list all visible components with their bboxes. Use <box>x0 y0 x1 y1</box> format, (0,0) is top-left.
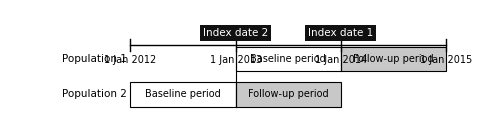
Text: 1 Jan 2015: 1 Jan 2015 <box>420 55 472 65</box>
Text: 1 Jan 2014: 1 Jan 2014 <box>315 55 367 65</box>
Text: Baseline period: Baseline period <box>250 54 326 64</box>
Text: 1 Jan 2012: 1 Jan 2012 <box>104 55 156 65</box>
Text: Follow-up period: Follow-up period <box>248 90 328 100</box>
Text: Population 2: Population 2 <box>62 90 126 100</box>
FancyBboxPatch shape <box>236 82 341 107</box>
Text: Index date 1: Index date 1 <box>308 28 374 38</box>
Text: Population 1: Population 1 <box>62 54 126 64</box>
FancyBboxPatch shape <box>236 46 341 71</box>
Text: Index date 2: Index date 2 <box>203 28 268 38</box>
Text: Baseline period: Baseline period <box>145 90 221 100</box>
FancyBboxPatch shape <box>341 46 446 71</box>
Text: 1 Jan 2013: 1 Jan 2013 <box>210 55 262 65</box>
Text: Follow-up period: Follow-up period <box>353 54 434 64</box>
FancyBboxPatch shape <box>130 82 236 107</box>
